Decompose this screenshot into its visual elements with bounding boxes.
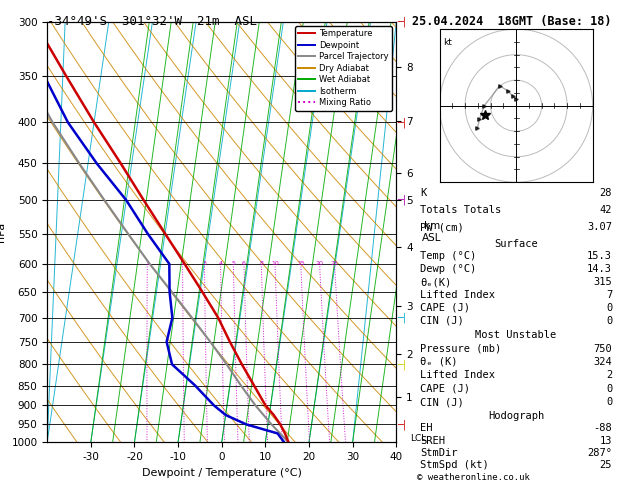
Text: Surface: Surface: [494, 239, 538, 249]
Text: EH: EH: [420, 423, 433, 434]
Text: 25: 25: [599, 460, 612, 470]
Text: 2: 2: [181, 261, 184, 266]
Text: ─|: ─|: [398, 195, 407, 206]
X-axis label: Dewpoint / Temperature (°C): Dewpoint / Temperature (°C): [142, 468, 302, 478]
Text: 5: 5: [231, 261, 235, 266]
Text: 324: 324: [593, 357, 612, 367]
Text: kt: kt: [443, 38, 452, 47]
Text: 20: 20: [316, 261, 323, 266]
Text: 0: 0: [606, 397, 612, 407]
Text: 287°: 287°: [587, 448, 612, 458]
Text: θₑ (K): θₑ (K): [420, 357, 457, 367]
Text: 15: 15: [297, 261, 304, 266]
Text: 3.07: 3.07: [587, 222, 612, 232]
Text: StmSpd (kt): StmSpd (kt): [420, 460, 489, 470]
Text: 1: 1: [145, 261, 149, 266]
Text: 750: 750: [593, 344, 612, 354]
Text: 10: 10: [271, 261, 279, 266]
Text: Lifted Index: Lifted Index: [420, 370, 495, 381]
Text: 6: 6: [242, 261, 246, 266]
Text: 25: 25: [331, 261, 338, 266]
Text: Dewp (°C): Dewp (°C): [420, 264, 476, 274]
Text: Totals Totals: Totals Totals: [420, 205, 501, 215]
Text: CIN (J): CIN (J): [420, 397, 464, 407]
Text: Temp (°C): Temp (°C): [420, 251, 476, 261]
Text: 0: 0: [606, 315, 612, 326]
Text: K: K: [420, 188, 426, 198]
Y-axis label: hPa: hPa: [0, 222, 6, 242]
Text: θₑ(K): θₑ(K): [420, 277, 451, 287]
Text: 8: 8: [259, 261, 263, 266]
Text: Hodograph: Hodograph: [488, 411, 544, 421]
Legend: Temperature, Dewpoint, Parcel Trajectory, Dry Adiabat, Wet Adiabat, Isotherm, Mi: Temperature, Dewpoint, Parcel Trajectory…: [295, 26, 392, 111]
Text: Pressure (mb): Pressure (mb): [420, 344, 501, 354]
Text: 7: 7: [606, 290, 612, 300]
Text: SREH: SREH: [420, 435, 445, 446]
Text: ─|: ─|: [398, 117, 407, 127]
Text: © weatheronline.co.uk: © weatheronline.co.uk: [417, 473, 530, 482]
Text: CAPE (J): CAPE (J): [420, 303, 470, 313]
Text: 315: 315: [593, 277, 612, 287]
Text: 2: 2: [606, 370, 612, 381]
Text: ─|: ─|: [398, 419, 407, 430]
Text: ─|: ─|: [398, 359, 407, 369]
Text: 28: 28: [599, 188, 612, 198]
Text: StmDir: StmDir: [420, 448, 457, 458]
Text: CAPE (J): CAPE (J): [420, 383, 470, 394]
Text: 0: 0: [606, 383, 612, 394]
Text: -88: -88: [593, 423, 612, 434]
Text: 0: 0: [606, 303, 612, 313]
Text: 3: 3: [203, 261, 206, 266]
Text: CIN (J): CIN (J): [420, 315, 464, 326]
Text: 25.04.2024  18GMT (Base: 18): 25.04.2024 18GMT (Base: 18): [412, 15, 611, 28]
Text: Lifted Index: Lifted Index: [420, 290, 495, 300]
Y-axis label: km
ASL: km ASL: [422, 221, 442, 243]
Text: 14.3: 14.3: [587, 264, 612, 274]
Text: LCL: LCL: [410, 434, 426, 443]
Text: 15.3: 15.3: [587, 251, 612, 261]
Text: 13: 13: [599, 435, 612, 446]
Text: ─|: ─|: [398, 17, 407, 27]
Text: 42: 42: [599, 205, 612, 215]
Text: -34°49'S  301°32'W  21m  ASL: -34°49'S 301°32'W 21m ASL: [47, 15, 257, 28]
Text: ─|: ─|: [398, 312, 407, 323]
Text: 4: 4: [218, 261, 223, 266]
Text: Most Unstable: Most Unstable: [476, 330, 557, 340]
Text: PW (cm): PW (cm): [420, 222, 464, 232]
